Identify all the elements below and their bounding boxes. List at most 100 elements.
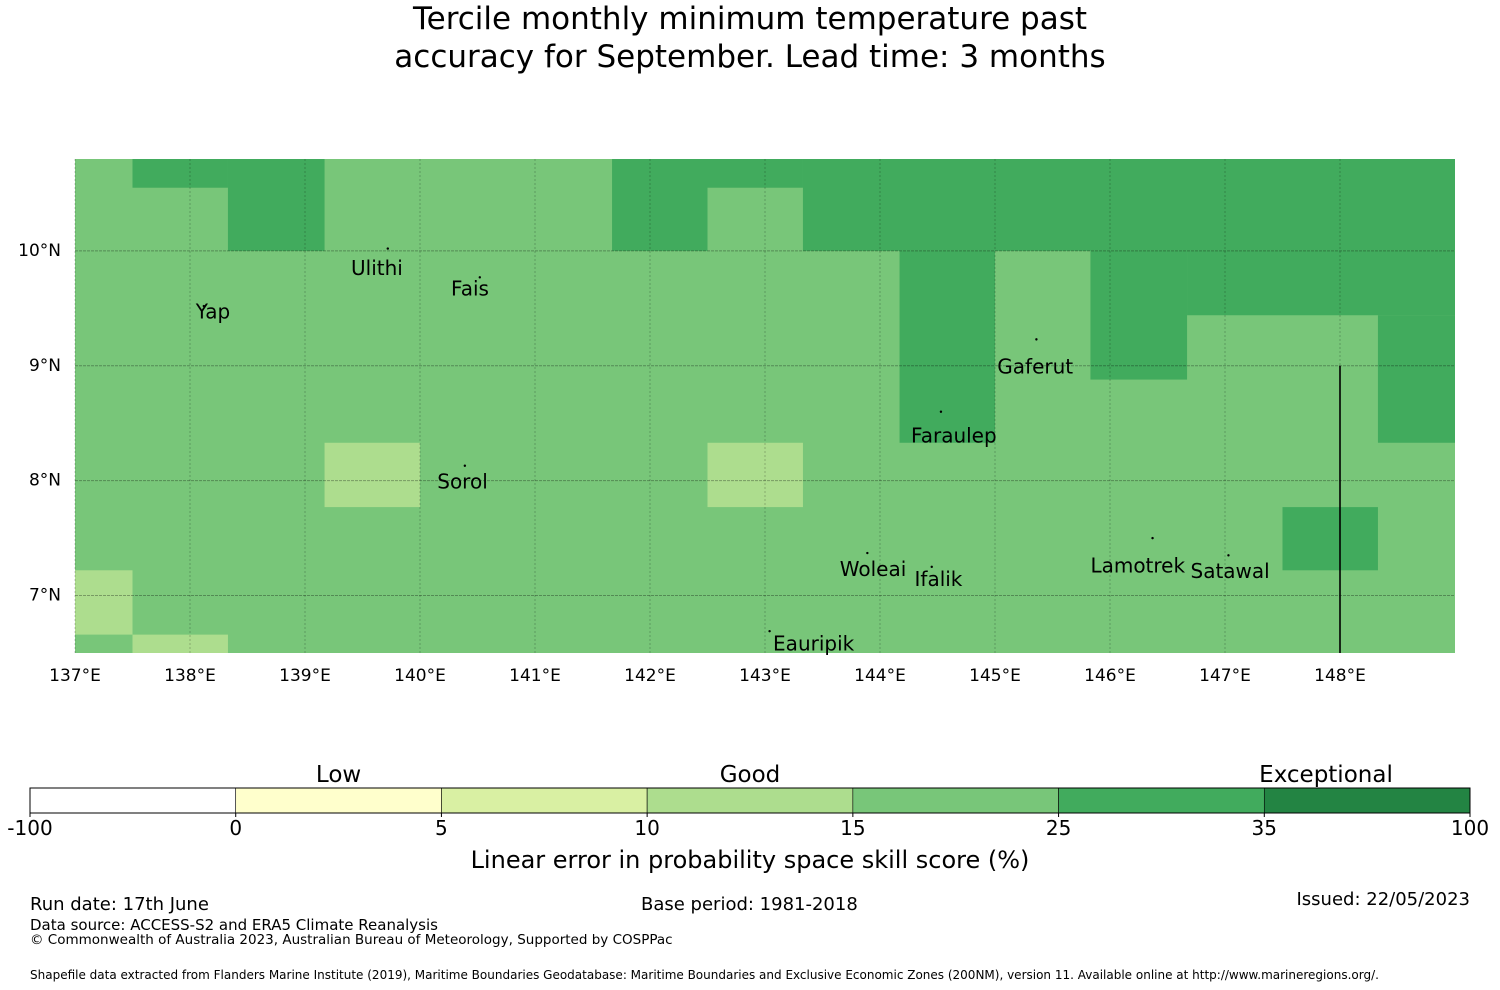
colorbar-tick-label: 35	[1252, 816, 1277, 840]
island-marker	[1227, 554, 1230, 557]
island-label: Woleai	[840, 557, 907, 581]
island-satawal: Satawal	[1191, 554, 1270, 583]
island-label: Gaferut	[997, 355, 1073, 379]
skill-cell	[1187, 250, 1455, 316]
data-source: Data source: ACCESS-S2 and ERA5 Climate …	[30, 916, 438, 934]
title-line-1: Tercile monthly minimum temperature past	[412, 1, 1088, 37]
skill-cell	[1090, 250, 1188, 380]
graticule	[74, 159, 1455, 653]
colorbar-bins	[29, 787, 1471, 814]
island-marker	[1035, 338, 1038, 341]
island-label: Ulithi	[351, 256, 403, 280]
colorbar-group-label: Low	[316, 762, 361, 788]
island-lamotrek: Lamotrek	[1090, 536, 1185, 577]
island-marker	[202, 304, 205, 308]
lon-tick-label: 145°E	[969, 666, 1021, 686]
map-panel: Ulithi Fais Yap Gaferut Faraulep Sorol Woleai I…	[18, 159, 1455, 686]
island-label: Ifalik	[915, 567, 963, 591]
lon-tick-label: 144°E	[854, 666, 906, 686]
colorbar-tick-label: 25	[1046, 816, 1071, 840]
skill-cell	[324, 442, 420, 508]
island-sorol: Sorol	[437, 464, 488, 493]
title-line-2: accuracy for September. Lead time: 3 mon…	[394, 39, 1106, 75]
base-period: Base period: 1981-2018	[641, 894, 858, 915]
island-woleai: Woleai	[840, 551, 907, 581]
colorbar-tick-label: 100	[1451, 816, 1489, 840]
skill-cell	[707, 159, 803, 188]
skill-cell	[227, 159, 325, 251]
colorbar-tick-label: 15	[840, 816, 865, 840]
island-yap: Yap	[195, 299, 230, 323]
colorbar-tick-label: 0	[229, 816, 242, 840]
lon-tick-label: 141°E	[509, 666, 561, 686]
lon-tick-label: 143°E	[739, 666, 791, 686]
run-date: Run date: 17th June	[30, 894, 209, 915]
island-marker	[478, 276, 481, 279]
lat-tick-label: 10°N	[18, 241, 61, 261]
skill-cell	[132, 159, 228, 188]
island-layer: Ulithi Fais Yap Gaferut Faraulep Sorol Woleai I…	[195, 247, 1270, 655]
lon-tick-label: 142°E	[624, 666, 676, 686]
island-label: Sorol	[437, 469, 488, 493]
island-marker	[939, 410, 943, 413]
island-marker	[768, 629, 771, 633]
lon-tick-label: 139°E	[279, 666, 331, 686]
lon-tick-label: 148°E	[1314, 666, 1366, 686]
island-marker	[1151, 536, 1154, 540]
skill-cell	[707, 442, 803, 508]
skill-cell	[75, 570, 133, 635]
island-gaferut: Gaferut	[997, 338, 1073, 379]
colorbar-bin	[852, 787, 1059, 814]
island-faraulep: Faraulep	[911, 410, 997, 448]
island-label: Satawal	[1191, 559, 1270, 583]
lon-tick-label: 138°E	[164, 666, 216, 686]
island-ulithi: Ulithi	[351, 247, 403, 280]
island-marker	[866, 551, 869, 555]
lon-tick-label: 146°E	[1084, 666, 1136, 686]
island-label: Fais	[451, 276, 489, 300]
island-label: Faraulep	[911, 424, 997, 448]
lat-tick-label: 9°N	[29, 356, 61, 376]
island-marker	[463, 464, 467, 467]
lon-tick-label: 147°E	[1199, 666, 1251, 686]
colorbar-group-label: Good	[720, 762, 781, 788]
lon-tick-label: 137°E	[49, 666, 101, 686]
lat-tick-label: 8°N	[29, 471, 61, 491]
colorbar-group-labels: Low Good Exceptional	[316, 762, 1393, 788]
shapefile-credit: Shapefile data extracted from Flanders M…	[30, 968, 1379, 982]
colorbar-tick-label: -100	[7, 816, 52, 840]
colorbar-bin	[646, 787, 854, 814]
skill-cell	[1377, 315, 1455, 443]
colorbar-bin	[29, 787, 237, 814]
colorbar-bin	[235, 787, 442, 814]
island-marker	[386, 247, 389, 250]
colorbar-bin	[1058, 787, 1265, 814]
skill-cell	[132, 634, 228, 653]
issued-date: Issued: 22/05/2023	[1296, 889, 1470, 910]
skill-cell	[802, 159, 1455, 251]
colorbar-outline	[29, 787, 1471, 814]
island-label: Eauripik	[773, 631, 855, 655]
copyright: © Commonwealth of Australia 2023, Austra…	[30, 932, 673, 948]
axis-ticks: 137°E 138°E 139°E 140°E 141°E 142°E 143°E 144°E…	[18, 241, 1366, 686]
colorbar-bin	[441, 787, 648, 814]
island-label: Lamotrek	[1090, 553, 1185, 577]
colorbar-group-label: Exceptional	[1259, 762, 1393, 788]
lat-tick-label: 7°N	[29, 586, 61, 606]
skill-grid	[75, 159, 1455, 653]
island-marker	[930, 565, 933, 569]
skill-cell	[899, 250, 995, 443]
island-ifalik: Ifalik	[915, 565, 963, 591]
colorbar-tick-label: 5	[435, 816, 448, 840]
colorbar-tick-label: 10	[634, 816, 659, 840]
island-label: Yap	[195, 299, 230, 323]
island-fais: Fais	[451, 276, 489, 300]
colorbar-ticks: -100 0 5 10 15 25 35 100	[7, 813, 1489, 840]
colorbar-bin	[1263, 787, 1471, 814]
colorbar-axis-label: Linear error in probability space skill …	[471, 846, 1030, 874]
skill-cell	[1282, 507, 1378, 571]
skill-cell	[612, 159, 708, 251]
island-eauripik: Eauripik	[768, 629, 855, 655]
lon-tick-label: 140°E	[394, 666, 446, 686]
